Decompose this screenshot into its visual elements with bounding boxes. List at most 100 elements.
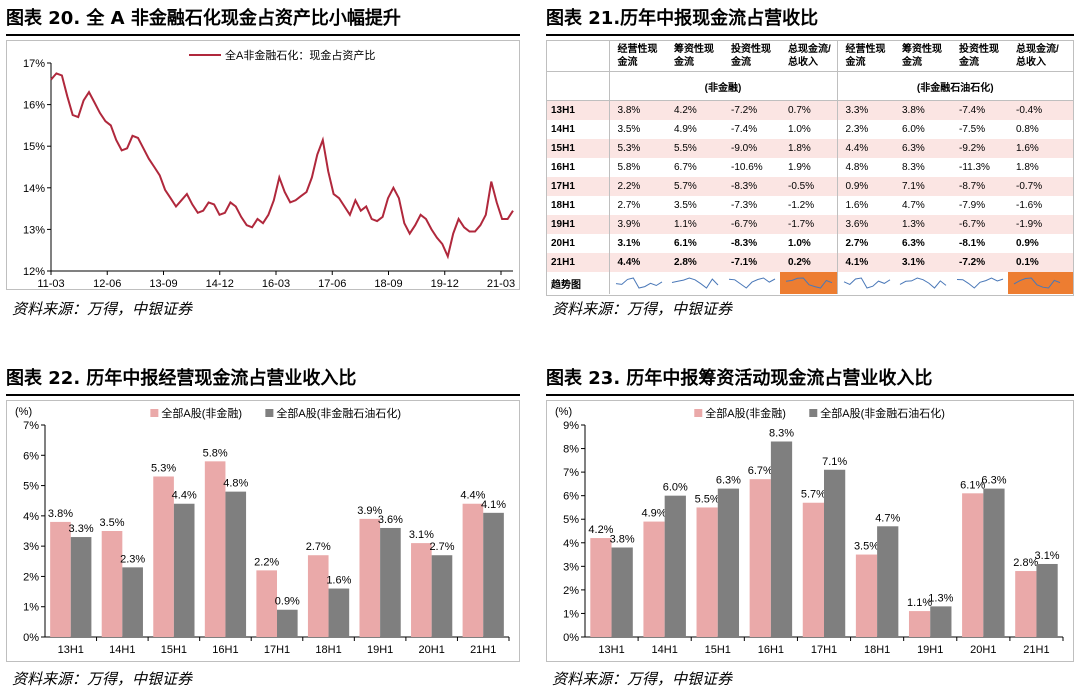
table-cell: 1.8% [1016, 162, 1039, 173]
table-cell: 3.8% [894, 100, 951, 120]
column-header: 投资性现 金流 [723, 41, 780, 72]
x-tick-label: 13H1 [598, 644, 624, 656]
data-label: 4.4% [172, 490, 197, 502]
table-cell: 2.3% [836, 120, 894, 139]
bar [1036, 563, 1058, 637]
sparkline-cell [608, 272, 666, 294]
table-cell: 3.5% [608, 120, 666, 139]
table-cell: -9.0% [723, 139, 780, 158]
y-tick-label: 9% [563, 420, 579, 432]
table-cell: -9.2% [951, 139, 1008, 158]
table-cell: -8.7% [951, 177, 1008, 196]
table-row: 18H1 2.7% 3.5% -7.3% -1.2% 1.6% 4.7% -7.9% -1.6% [547, 196, 1073, 215]
legend-swatch [150, 409, 159, 417]
table-cell: 7.1% [894, 177, 951, 196]
x-tick-label: 19H1 [367, 644, 393, 656]
row-label: 21H1 [547, 253, 609, 272]
table-row: 15H1 5.3% 5.5% -9.0% 1.8% 4.4% 6.3% -9.2% 1.6% [547, 139, 1073, 158]
data-label: 6.0% [663, 482, 688, 494]
y-tick-label: 6% [23, 450, 39, 462]
table-cell: 2.2% [608, 177, 666, 196]
unit-label: (%) [15, 406, 32, 418]
sparkline-path [671, 277, 719, 289]
data-label: 5.7% [801, 489, 826, 501]
table-cell: 4.8% [836, 158, 894, 177]
table-cell: 2.8% [666, 253, 723, 272]
sparkline-cell [780, 272, 837, 294]
table-cell: 1.8% [780, 139, 837, 158]
x-tick-label: 17H1 [264, 644, 290, 656]
sparkline-path [728, 277, 776, 289]
data-label: 6.1% [960, 479, 985, 491]
table-cell: 4.1% [836, 253, 894, 272]
table-cell: 6.7% [674, 162, 697, 173]
x-tick-label: 16H1 [212, 644, 238, 656]
y-tick-label: 13% [23, 224, 45, 236]
legend-label: 全部A股(非金融石油石化) [820, 406, 945, 420]
table-cell: 3.6% [836, 215, 894, 234]
column-header: 总现金流/总收入 [780, 41, 837, 72]
data-label: 3.1% [1035, 550, 1060, 562]
x-tick-label: 14-12 [206, 278, 234, 290]
bar [153, 476, 174, 637]
data-label: 4.9% [642, 508, 667, 520]
data-label: 3.9% [357, 505, 382, 517]
y-tick-label: 3% [23, 541, 39, 553]
table-cell: -0.5% [780, 177, 837, 196]
sparkline-path [956, 277, 1004, 289]
table-cell: 5.5% [666, 139, 723, 158]
bar [256, 570, 277, 637]
panel-operating-cashflow: 图表 22. 历年中报经营现金流占营业收入比 (%) 0% 1% 2% 3% 4% 5% 6%… [6, 364, 520, 694]
data-label: 6.3% [981, 475, 1006, 487]
legend-label: 全部A股(非金融石油石化) [276, 406, 401, 420]
table-cell: -7.1% [723, 253, 780, 272]
data-label: 3.5% [99, 517, 124, 529]
data-label: 3.6% [378, 514, 403, 526]
line-chart: 12% 13% 14% 15% 16% 17% 11-03 12-06 13-09 14-12 16… [23, 48, 515, 290]
data-label: 4.8% [223, 478, 248, 490]
table-cell: 1.0% [788, 238, 811, 249]
table-cell: 0.8% [1016, 124, 1039, 135]
row-label: 16H1 [551, 162, 575, 173]
y-tick-label: 3% [563, 561, 579, 573]
table-cell: 1.1% [666, 215, 723, 234]
sparkline [899, 277, 947, 289]
sparkline-cell [951, 272, 1008, 294]
group-corner [547, 71, 609, 101]
table-title: 图表 21.历年中报现金流占营收比 [546, 8, 819, 29]
y-tick-label: 4% [23, 511, 39, 523]
row-label: 15H1 [547, 139, 609, 158]
x-tick-label: 21H1 [1023, 644, 1049, 656]
legend-swatch [694, 409, 703, 417]
bar [173, 503, 195, 637]
data-label: 2.7% [306, 541, 331, 553]
y-tick-label: 6% [563, 491, 579, 503]
table-row: 20H1 3.1% 6.1% -8.3% 1.0% 2.7% 6.3% -8.1% 0.9% [547, 234, 1073, 253]
sparkline [728, 277, 776, 289]
header-corner [547, 41, 609, 72]
x-tick-label: 13H1 [58, 644, 84, 656]
table-cell: 0.7% [780, 100, 837, 120]
chart-frame: (%) 0% 1% 2% 3% 4% 5% 6% 7% 8% 9% 13H1 4.2% 3.8% 14H1 4… [546, 400, 1074, 662]
bar [930, 606, 952, 637]
table-cell: 0.9% [836, 177, 894, 196]
y-tick-label: 5% [563, 514, 579, 526]
source-note: 资料来源：万得，中银证券 [552, 670, 733, 688]
data-label: 0.9% [275, 596, 300, 608]
row-label: 17H1 [547, 177, 609, 196]
bar [749, 479, 771, 637]
bar [328, 588, 350, 637]
y-tick-label: 5% [23, 481, 39, 493]
x-tick-label: 21-03 [487, 278, 515, 290]
x-tick-label: 16H1 [758, 644, 784, 656]
row-label: 20H1 [551, 238, 575, 249]
title-underline [6, 34, 520, 36]
table-header-row: 经营性现 金流 筹资性现 金流 投资性现 金流 总现金流/总收入 经营性现 金流 筹资性现 金流 投资… [547, 41, 1073, 72]
y-tick-label: 7% [23, 420, 39, 432]
bar [664, 495, 686, 637]
x-tick-label: 18H1 [864, 644, 890, 656]
table-cell: 1.9% [788, 162, 811, 173]
x-tick-label: 12-06 [93, 278, 121, 290]
table-cell: -7.3% [731, 200, 758, 211]
table-cell: 1.6% [836, 196, 894, 215]
